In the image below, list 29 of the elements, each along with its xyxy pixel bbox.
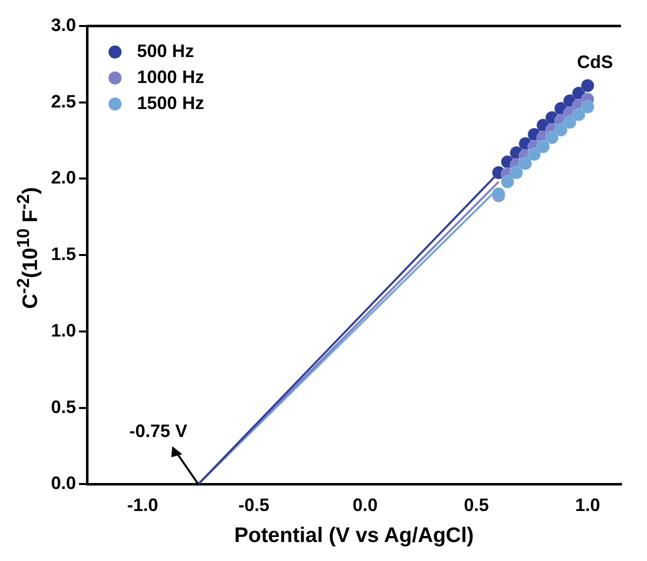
point xyxy=(510,166,524,180)
point xyxy=(563,115,577,129)
y-tick-label: 1.5 xyxy=(50,244,76,264)
legend-label: 1500 Hz xyxy=(137,92,204,113)
x-tick-label: -1.0 xyxy=(127,494,158,515)
point xyxy=(554,123,568,137)
annotation: -0.75 V xyxy=(129,421,188,442)
y-tick-label: 2.5 xyxy=(50,91,76,112)
y-tick-label: 0.0 xyxy=(50,473,76,494)
point xyxy=(527,148,541,162)
legend-label: 500 Hz xyxy=(137,40,194,61)
y-tick-label: 1.0 xyxy=(50,320,76,340)
x-tick-label: 1.0 xyxy=(575,494,600,515)
point xyxy=(572,108,586,122)
point xyxy=(518,156,532,170)
annotation: CdS xyxy=(577,52,613,72)
x-tick-label: 0.0 xyxy=(352,494,378,515)
point xyxy=(580,100,594,114)
point xyxy=(536,140,550,154)
x-tick-label: 0.5 xyxy=(464,494,489,515)
x-tick-label: -0.5 xyxy=(238,494,270,515)
point xyxy=(580,78,594,92)
x-axis-title: Potential (V vs Ag/AgCl) xyxy=(234,524,474,548)
y-tick-label: 0.5 xyxy=(50,396,76,417)
legend-label: 1000 Hz xyxy=(137,66,204,87)
y-tick-label: 2.0 xyxy=(50,168,76,188)
point xyxy=(545,130,559,144)
y-tick-label: 3.0 xyxy=(50,14,76,35)
point xyxy=(500,175,514,189)
